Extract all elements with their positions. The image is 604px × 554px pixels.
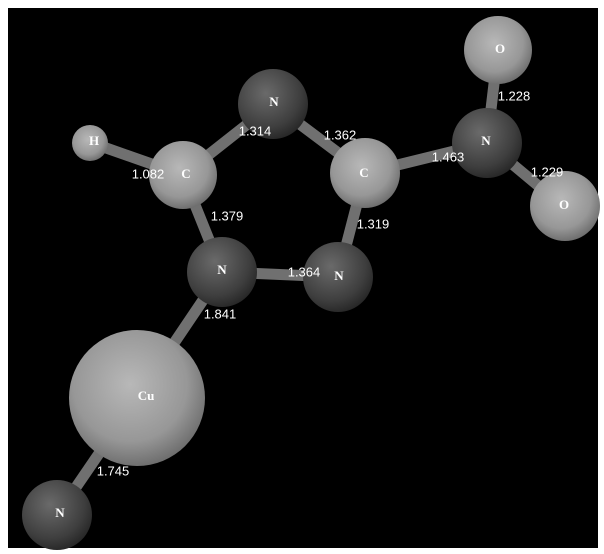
bond-length: 1.314 (239, 123, 272, 138)
atom-label: H (89, 133, 99, 148)
bond-length: 1.364 (288, 264, 321, 279)
atom-label: N (481, 133, 491, 148)
bond-length: 1.379 (211, 208, 244, 223)
bond-length: 1.841 (204, 306, 237, 321)
bond-length: 1.228 (498, 88, 531, 103)
bond-length: 1.229 (531, 164, 564, 179)
bond-length: 1.745 (97, 463, 130, 478)
atom-label: O (559, 197, 569, 212)
bond-length: 1.362 (324, 127, 357, 142)
atom-label: N (334, 268, 344, 283)
bond-length: 1.082 (132, 166, 165, 181)
atom-label: C (359, 165, 368, 180)
atom-label: C (181, 166, 190, 181)
bond-length: 1.319 (357, 216, 390, 231)
atom-label: N (217, 262, 227, 277)
atom-label: N (269, 94, 279, 109)
atom-label: N (55, 505, 65, 520)
atom-label: O (495, 41, 505, 56)
bond-length: 1.463 (432, 149, 465, 164)
atom-label: Cu (138, 388, 155, 403)
molecule-diagram: O O N N C C H N N Cu N 1.228 1.229 1.463… (0, 0, 604, 554)
